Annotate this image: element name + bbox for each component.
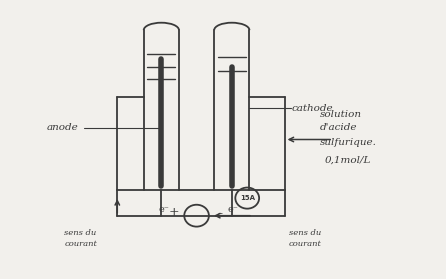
Text: sens du
courant: sens du courant [289,229,322,248]
Text: anode: anode [47,123,78,132]
Text: -: - [217,207,222,221]
Text: sens du
courant: sens du courant [64,229,97,248]
Text: sulfurique.: sulfurique. [320,138,377,147]
Text: e⁻: e⁻ [228,205,239,214]
Text: solution: solution [320,110,362,119]
Text: e⁻: e⁻ [159,205,170,214]
Text: +: + [168,206,179,220]
Text: cathode: cathode [291,104,333,113]
Text: d'acide: d'acide [320,123,357,132]
Text: 0,1mol/L: 0,1mol/L [324,155,371,164]
Text: 15A: 15A [240,195,255,201]
